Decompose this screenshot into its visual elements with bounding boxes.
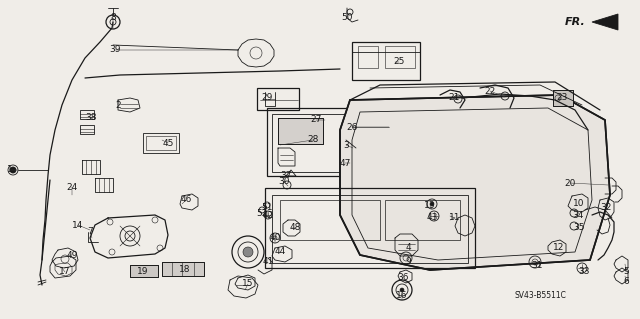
Text: 37: 37 bbox=[280, 172, 292, 181]
Text: 38: 38 bbox=[85, 114, 97, 122]
Text: 29: 29 bbox=[261, 93, 273, 102]
Text: 1: 1 bbox=[7, 166, 13, 174]
Polygon shape bbox=[340, 95, 610, 270]
Bar bbox=[143, 133, 179, 153]
Text: 17: 17 bbox=[60, 268, 71, 277]
Text: 8: 8 bbox=[110, 13, 116, 23]
Text: 49: 49 bbox=[67, 250, 77, 259]
Text: 21: 21 bbox=[448, 93, 460, 101]
Bar bbox=[280, 200, 380, 240]
Circle shape bbox=[243, 247, 253, 257]
Text: 18: 18 bbox=[179, 265, 191, 275]
Bar bbox=[278, 118, 323, 144]
Text: 14: 14 bbox=[72, 220, 84, 229]
Text: 16: 16 bbox=[396, 291, 408, 300]
Bar bbox=[257, 88, 299, 110]
Text: 46: 46 bbox=[180, 196, 192, 204]
Bar bbox=[385, 46, 415, 68]
Text: 41: 41 bbox=[262, 257, 274, 266]
Text: 52: 52 bbox=[256, 209, 268, 218]
Text: 9: 9 bbox=[405, 256, 411, 265]
Bar bbox=[146, 136, 176, 150]
Text: 24: 24 bbox=[67, 182, 77, 191]
Bar bbox=[272, 114, 384, 172]
Text: SV43-B5511C: SV43-B5511C bbox=[514, 291, 566, 300]
Text: 26: 26 bbox=[346, 122, 358, 131]
Text: 35: 35 bbox=[573, 224, 585, 233]
Text: 43: 43 bbox=[426, 213, 438, 222]
Bar bbox=[553, 90, 573, 106]
Text: 11: 11 bbox=[449, 213, 461, 222]
Text: 47: 47 bbox=[339, 159, 351, 167]
Text: 44: 44 bbox=[275, 248, 285, 256]
Text: 34: 34 bbox=[572, 211, 584, 219]
Text: FR.: FR. bbox=[565, 17, 586, 27]
Text: 2: 2 bbox=[115, 100, 121, 109]
Text: 40: 40 bbox=[269, 234, 281, 242]
Text: 32: 32 bbox=[600, 204, 612, 212]
Text: 4: 4 bbox=[405, 243, 411, 253]
Polygon shape bbox=[592, 14, 618, 30]
Bar bbox=[358, 46, 378, 68]
Bar bbox=[265, 188, 475, 268]
Circle shape bbox=[10, 167, 16, 173]
Text: 10: 10 bbox=[573, 198, 585, 207]
Text: 7: 7 bbox=[87, 227, 93, 236]
Bar bbox=[267, 108, 389, 176]
Bar bbox=[278, 118, 323, 144]
Text: 6: 6 bbox=[623, 277, 629, 286]
Text: 51: 51 bbox=[261, 203, 273, 211]
Text: 28: 28 bbox=[307, 136, 319, 145]
Text: 33: 33 bbox=[579, 268, 589, 277]
Bar bbox=[352, 42, 420, 80]
Text: 5: 5 bbox=[623, 268, 629, 277]
Text: 3: 3 bbox=[343, 140, 349, 150]
Bar bbox=[162, 262, 204, 276]
Text: 48: 48 bbox=[289, 224, 301, 233]
Text: 15: 15 bbox=[243, 279, 253, 288]
Bar bbox=[130, 265, 158, 277]
Text: 39: 39 bbox=[109, 46, 121, 55]
Text: 30: 30 bbox=[278, 177, 290, 187]
Text: 13: 13 bbox=[424, 201, 436, 210]
Bar bbox=[80, 125, 94, 134]
Text: 36: 36 bbox=[397, 272, 409, 281]
Bar bbox=[80, 110, 94, 119]
Text: 50: 50 bbox=[341, 13, 353, 23]
Text: 12: 12 bbox=[554, 243, 564, 253]
Circle shape bbox=[400, 288, 404, 292]
Text: 22: 22 bbox=[484, 86, 495, 95]
Text: 42: 42 bbox=[262, 211, 274, 219]
Text: 31: 31 bbox=[531, 261, 543, 270]
Text: 45: 45 bbox=[163, 138, 173, 147]
Text: 25: 25 bbox=[394, 57, 404, 66]
Text: 23: 23 bbox=[556, 93, 568, 102]
Text: 27: 27 bbox=[310, 115, 322, 124]
Bar bbox=[385, 200, 460, 240]
Bar bbox=[130, 265, 158, 277]
Bar bbox=[272, 195, 468, 263]
Bar bbox=[162, 262, 204, 276]
Text: 20: 20 bbox=[564, 179, 576, 188]
Bar bbox=[553, 90, 573, 106]
Text: 19: 19 bbox=[137, 266, 148, 276]
Circle shape bbox=[346, 160, 350, 164]
Circle shape bbox=[430, 202, 434, 206]
